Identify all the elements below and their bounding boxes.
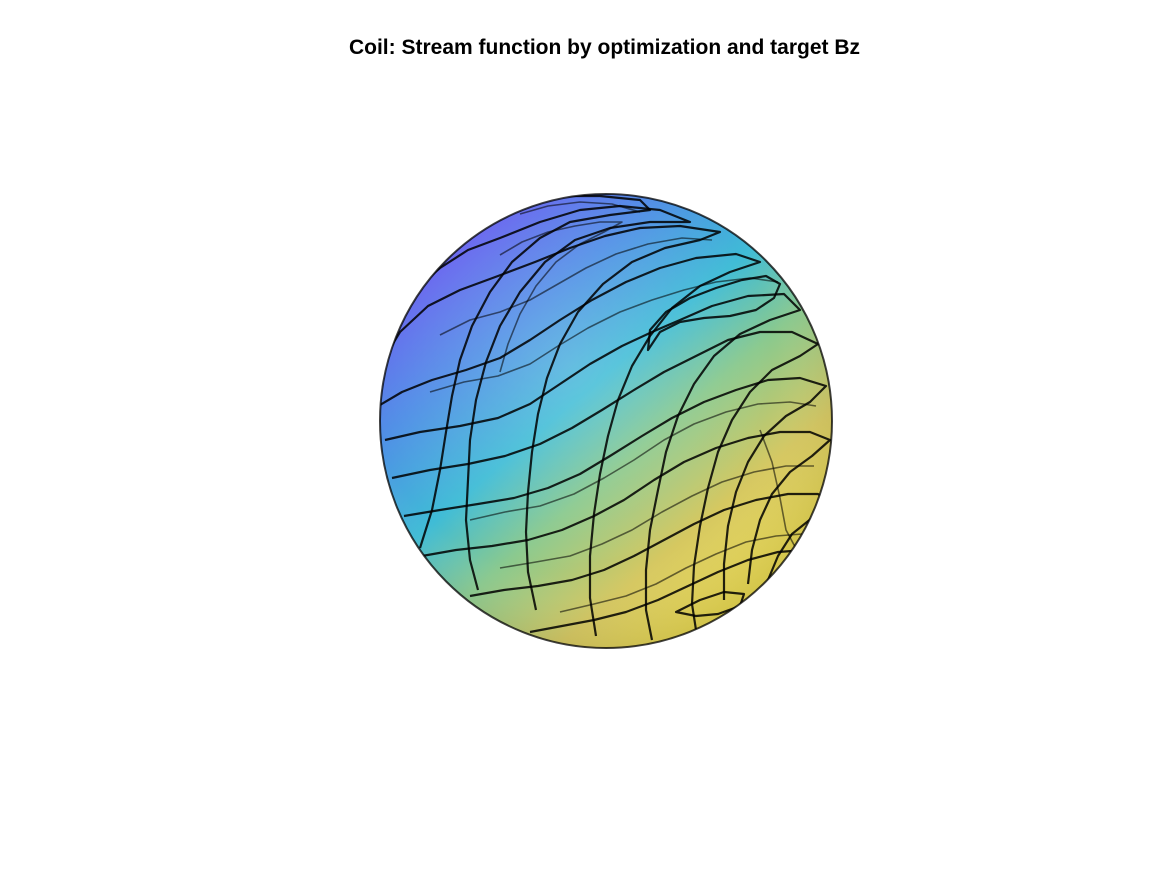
contour-line	[429, 277, 779, 393]
sphere-outline	[379, 193, 833, 649]
contour-line	[646, 274, 782, 352]
contour-line	[499, 465, 814, 569]
contour-line	[382, 224, 722, 611]
contour-line	[499, 221, 623, 373]
figure-title: Coil: Stream function by optimization an…	[348, 36, 860, 59]
contour-line	[519, 201, 641, 215]
contour-line	[403, 376, 828, 600]
contour-line	[421, 430, 832, 585]
contour-line	[674, 590, 746, 618]
contour-line	[380, 252, 762, 637]
contour-line	[384, 292, 802, 641]
contour-line	[391, 330, 820, 631]
contour-line	[469, 401, 817, 521]
contour-line	[559, 533, 803, 613]
contour-line	[439, 237, 713, 336]
coil-sphere	[380, 194, 832, 648]
